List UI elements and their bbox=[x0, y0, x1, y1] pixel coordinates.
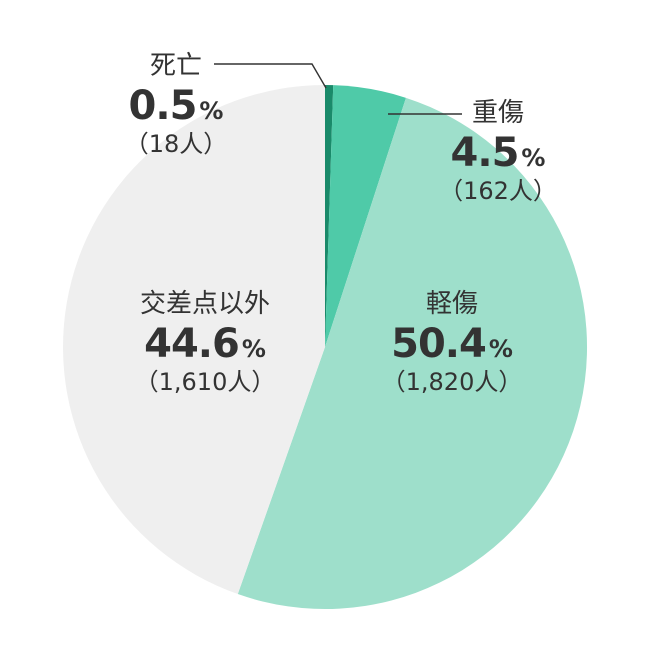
slice-count: （18人） bbox=[124, 129, 228, 158]
slice-percent: 44.6% bbox=[144, 320, 266, 367]
pie-slices bbox=[63, 85, 588, 610]
pie-slice-minor-injury bbox=[237, 97, 588, 610]
slice-label-minor-injury: 軽傷 50.4% （1,820人） bbox=[382, 288, 523, 397]
slice-label-outside-intersection: 交差点以外 44.6% （1,610人） bbox=[135, 288, 276, 397]
slice-count: （1,610人） bbox=[134, 367, 276, 396]
slice-name: 重傷 bbox=[471, 98, 524, 128]
slice-count: （1,820人） bbox=[381, 367, 523, 396]
pie-slice-death bbox=[325, 85, 334, 347]
slice-percent: 4.5% bbox=[450, 129, 546, 176]
slice-name: 軽傷 bbox=[425, 289, 478, 319]
slice-label-death: 死亡 0.5% （18人） bbox=[125, 50, 228, 159]
slice-name: 交差点以外 bbox=[139, 289, 270, 319]
slice-label-serious-injury: 重傷 4.5% （162人） bbox=[439, 97, 557, 206]
slice-percent: 0.5% bbox=[128, 82, 224, 129]
slice-name: 死亡 bbox=[149, 51, 203, 81]
pie-slice-serious-injury bbox=[325, 85, 406, 347]
leader-lines bbox=[214, 63, 462, 115]
leader-line-death bbox=[214, 63, 327, 89]
pie-slice-outside-intersection bbox=[63, 85, 326, 595]
slice-percent: 50.4% bbox=[391, 320, 513, 367]
slice-count: （162人） bbox=[439, 176, 557, 205]
